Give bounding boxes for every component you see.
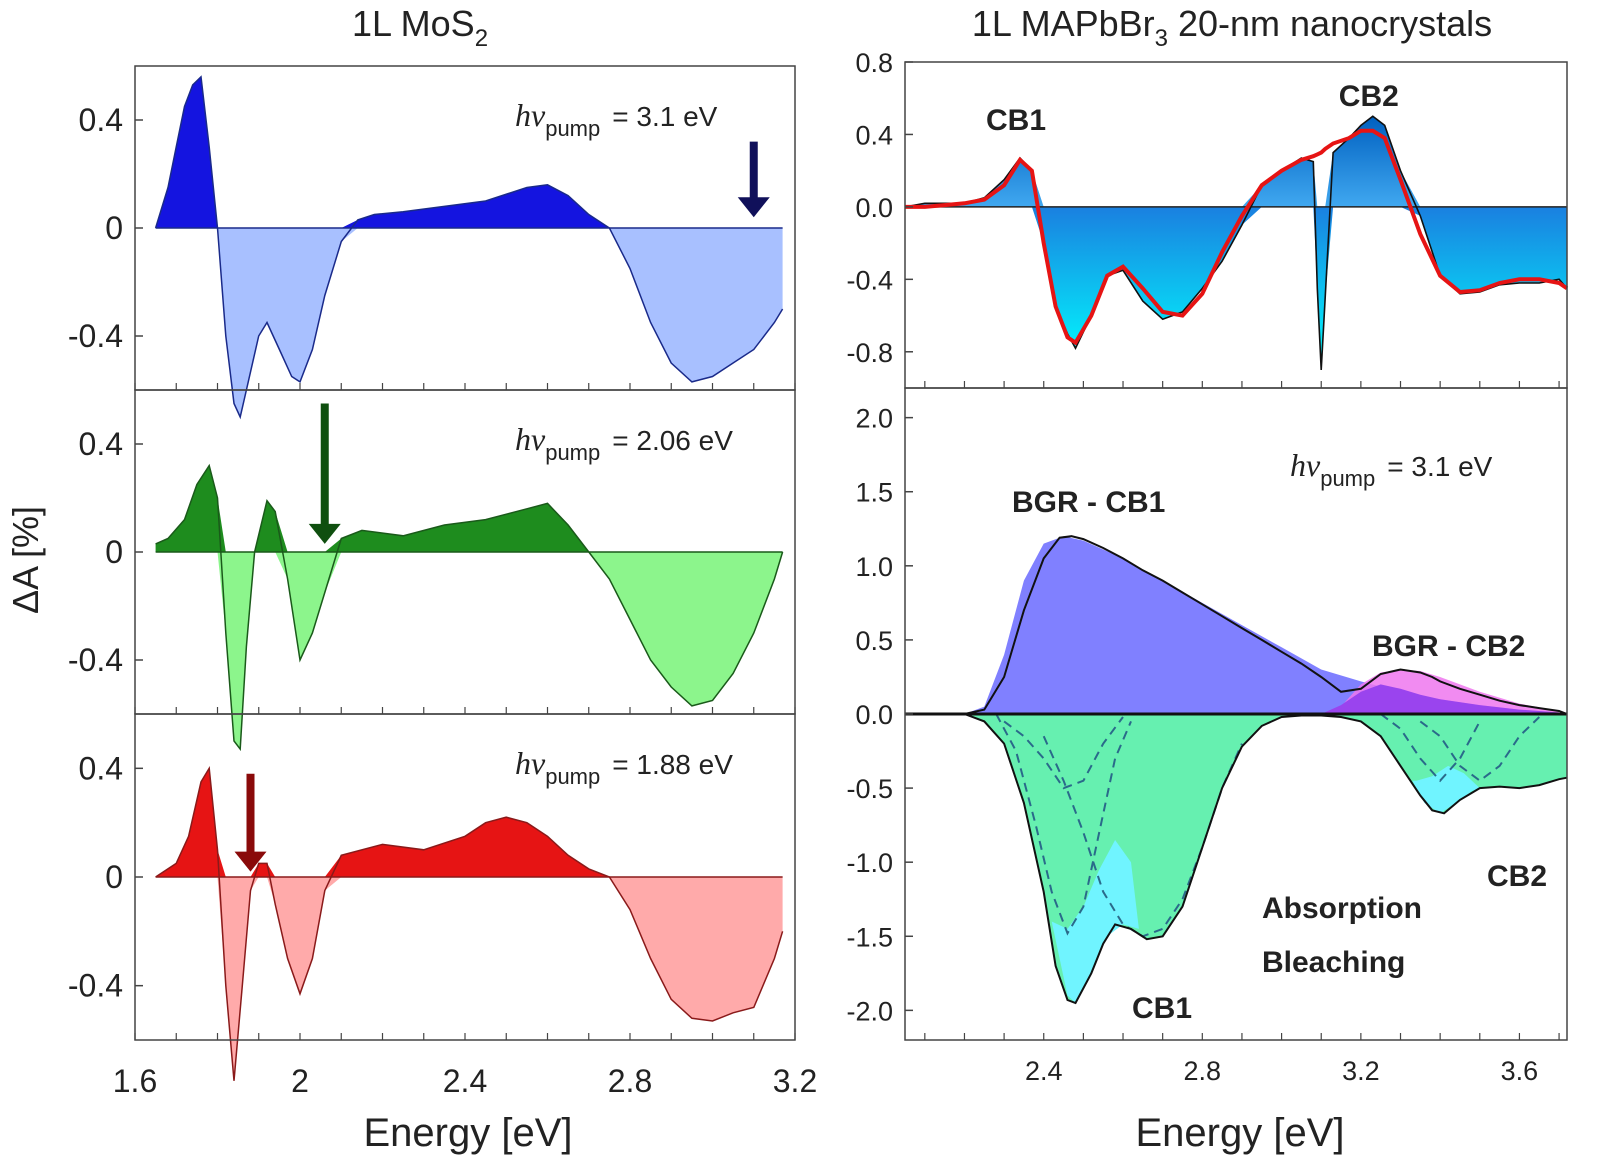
right-top-y-tick-label: 0.8 [855,48,893,78]
left-top-y-tick-label: 0.4 [79,102,123,138]
left-middle-y-tick-label: 0 [105,534,123,570]
bgr-cb1-area [964,536,1560,714]
left-bottom-panel: 0.4 0 -0.4 hνpump = 1.88 eV [68,713,796,1081]
right-top-y-tick-label: -0.8 [846,338,893,368]
right-top-negative-area [905,206,1567,370]
right-bottom-annotation-1: BGR - CB1 [1012,486,1165,519]
left-bottom-pump-nu: ν [531,745,546,781]
bgr-total-outline [905,535,1568,715]
left-middle-pump-arrow-head [308,523,341,544]
left-middle-panel: 0.4 0 -0.4 hνpump = 2.06 eV [68,389,796,752]
left-x-ticks: 1.6 2 2.4 2.8 3.2 [113,1063,817,1099]
bleach-component-dashed-1 [995,713,1132,936]
right-x-tick-label: 3.2 [1342,1056,1380,1086]
left-middle-positive-area [155,465,783,552]
right-x-axis-label: Energy [eV] [1135,1111,1344,1155]
left-top-pump-sub: pump [545,116,600,141]
left-top-y-tick-label: 0 [105,210,123,246]
right-bottom-y-tick-label: -2.0 [846,996,893,1026]
cb2-cyan-band [1412,765,1480,814]
left-middle-negative-area [155,552,783,750]
left-top-pump-h: h [515,97,531,133]
left-top-pump-arrow-head [737,197,770,218]
right-bottom-y-tick-label: 1.0 [855,552,893,582]
label-cb1-top: CB1 [986,104,1046,137]
cb1-cyan-band [1051,840,1139,1003]
label-cb2-top: CB2 [1339,80,1399,113]
left-bottom-y-tick-label: -0.4 [68,968,123,1004]
right-bottom-y-tick-label: 1.5 [855,478,893,508]
bleach-component-dashed-4 [1380,713,1481,783]
left-top-pump-value: = 3.1 eV [612,101,717,132]
left-top-trace [154,75,784,420]
left-bottom-pump-value: = 1.88 eV [612,749,733,780]
right-bottom-y-tick-label: 2.0 [855,404,893,434]
left-bottom-y-tick-label: 0 [105,859,123,895]
left-bottom-negative-area [155,877,783,1081]
left-top-y-tick-label: -0.4 [68,318,123,354]
right-bottom-pump-label: hνpump = 3.1 eV [1290,447,1493,491]
left-x-tick-5: 3.2 [773,1063,817,1099]
right-bottom-y-tick-label: 0.0 [855,700,893,730]
left-top-negative-area [155,228,783,417]
left-bottom-pump-sub: pump [545,764,600,789]
right-bottom-pump-value: = 3.1 eV [1387,451,1492,482]
left-top-pump-nu: ν [531,97,546,133]
right-bottom-pump-sub: pump [1320,466,1375,491]
left-middle-pump-label: hνpump = 2.06 eV [515,421,733,465]
right-bottom-annotation-5: CB1 [1132,992,1192,1025]
right-top-y-tick-label: 0.4 [855,120,893,150]
left-bottom-pump-label: hνpump = 1.88 eV [515,745,733,789]
left-x-axis-label: Energy [eV] [363,1111,572,1155]
right-bottom-pump-nu: ν [1306,447,1321,483]
left-middle-pump-value: = 2.06 eV [612,425,733,456]
left-middle-pump-h: h [515,421,531,457]
left-bottom-pump-h: h [515,745,531,781]
right-bottom-y-tick-label: -0.5 [846,774,893,804]
left-middle-pump-sub: pump [545,440,600,465]
right-bottom-panel: 2.0 1.5 1.0 0.5 0.0 -0.5 -1.0 -1.5 -2.0 2.4 2.8 3.2… [846,387,1568,1086]
left-bottom-trace [155,765,784,1081]
right-top-panel: 0.8 0.4 0.0 -0.4 -0.8 CB1 CB2 [846,48,1569,389]
right-bottom-y-tick-label: -1.5 [846,922,893,952]
left-top-panel: 0.4 0 -0.4 hνpump = 3.1 eV [68,65,796,420]
left-title: 1L MoS2 [352,3,488,52]
left-x-tick-1: 1.6 [113,1063,157,1099]
bleach-total-outline [905,713,1568,1005]
left-top-positive-area [155,76,783,228]
left-x-tick-3: 2.4 [443,1063,487,1099]
left-middle-pump-nu: ν [531,421,546,457]
right-bottom-annotation-6: CB2 [1487,860,1547,893]
right-bottom-annotation-3: Absorption [1262,892,1422,925]
left-bottom-y-tick-label: 0.4 [79,750,123,786]
left-y-axis-label: ΔA [%] [5,506,46,614]
left-x-tick-4: 2.8 [608,1063,652,1099]
bgr-overlap-area [1321,684,1560,714]
left-top-pump-label: hνpump = 3.1 eV [515,97,718,141]
right-bottom-y-tick-label: 0.5 [855,626,893,656]
right-x-tick-label: 2.4 [1025,1056,1063,1086]
right-bottom-pump-h: h [1290,447,1306,483]
left-middle-y-tick-label: -0.4 [68,642,123,678]
right-bottom-annotation-4: Bleaching [1262,946,1405,979]
left-middle-trace [155,463,784,752]
left-x-tick-2: 2 [291,1063,309,1099]
right-top-y-tick-label: -0.4 [846,265,893,295]
right-x-tick-label: 2.8 [1184,1056,1222,1086]
right-figure: 1L MAPbBr3 20-nm nanocrystals 0.8 0.4 0.0 -… [846,3,1569,1155]
left-middle-y-tick-label: 0.4 [79,426,123,462]
right-x-tick-label: 3.6 [1501,1056,1539,1086]
right-bottom-annotation-2: BGR - CB2 [1372,630,1525,663]
right-bottom-y-tick-label: -1.0 [846,848,893,878]
bleach-component-dashed-3 [1003,716,1124,790]
right-top-y-tick-label: 0.0 [855,193,893,223]
right-top-fit-line [905,128,1569,346]
right-title: 1L MAPbBr3 20-nm nanocrystals [972,3,1492,52]
left-bottom-pump-arrow-head [234,851,267,872]
